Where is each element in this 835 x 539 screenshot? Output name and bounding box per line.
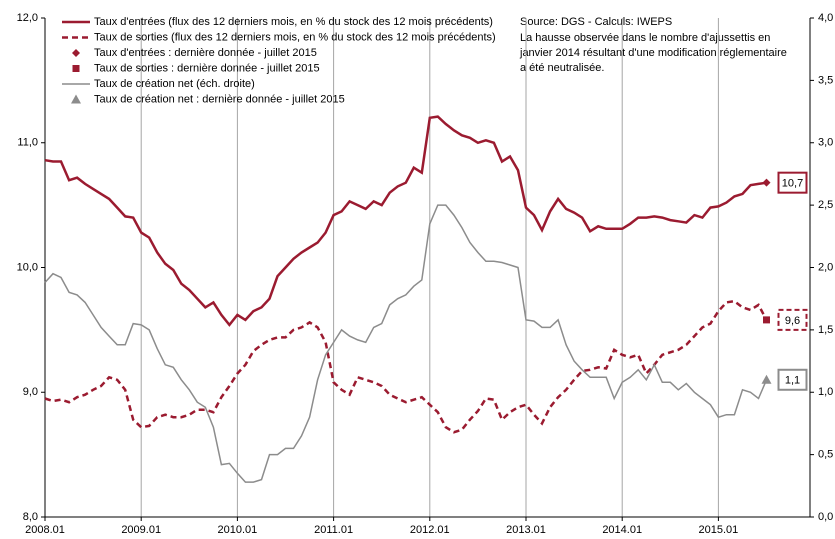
value-label: 10,7	[782, 178, 803, 190]
legend-label: Taux de création net (éch. droite)	[94, 78, 255, 90]
y2-tick-label: 0,0	[818, 511, 833, 523]
marker	[762, 178, 771, 187]
series-line	[44, 115, 767, 327]
x-tick-label: 2012.01	[410, 524, 450, 536]
y-tick-label: 10,0	[17, 261, 38, 273]
marker	[761, 374, 772, 384]
legend-label: Taux d'entrées : dernière donnée - juill…	[94, 47, 317, 59]
x-tick-label: 2008.01	[25, 524, 65, 536]
x-tick-label: 2013.01	[506, 524, 546, 536]
y2-tick-label: 4,0	[818, 12, 833, 24]
y2-tick-label: 3,5	[818, 74, 833, 86]
y-tick-label: 11,0	[17, 137, 38, 149]
value-label-box	[777, 308, 808, 331]
value-label: 9,6	[785, 315, 800, 327]
legend-label: Taux de sorties (flux des 12 derniers mo…	[94, 31, 496, 43]
y2-tick-label: 2,5	[818, 199, 833, 211]
y2-tick-label: 2,0	[818, 261, 833, 273]
y-tick-label: 8,0	[23, 511, 38, 523]
y2-tick-label: 1,0	[818, 386, 833, 398]
series-line	[44, 299, 768, 434]
annotation: La hausse observée dans le nombre d'ajus…	[520, 32, 770, 44]
x-tick-label: 2010.01	[218, 524, 258, 536]
x-tick-label: 2011.01	[314, 524, 353, 536]
y-tick-label: 12,0	[17, 12, 38, 24]
value-label-box	[777, 368, 808, 391]
y2-tick-label: 1,5	[818, 324, 833, 336]
legend-label: Taux de création net : dernière donnée -…	[94, 93, 345, 105]
legend-label: Taux d'entrées (flux des 12 derniers moi…	[94, 16, 493, 28]
marker	[72, 65, 80, 72]
x-tick-label: 2009.01	[121, 524, 161, 536]
marker	[72, 49, 80, 57]
value-label-box	[777, 171, 808, 194]
y2-tick-label: 3,0	[818, 137, 833, 149]
source: Source: DGS - Calculs: IWEPS	[520, 16, 672, 28]
x-tick-label: 2014.01	[602, 524, 642, 536]
annotation: a été neutralisée.	[520, 62, 604, 74]
marker	[763, 316, 770, 324]
marker	[71, 94, 81, 104]
y-tick-label: 9,0	[23, 386, 38, 398]
y2-tick-label: 0,5	[818, 449, 833, 461]
annotation: janvier 2014 résultant d'une modificatio…	[519, 47, 787, 59]
legend-label: Taux de sorties : dernière donnée - juil…	[94, 62, 320, 74]
x-tick-label: 2015.01	[699, 524, 739, 536]
value-label: 1,1	[785, 375, 800, 387]
series-line	[44, 204, 768, 483]
